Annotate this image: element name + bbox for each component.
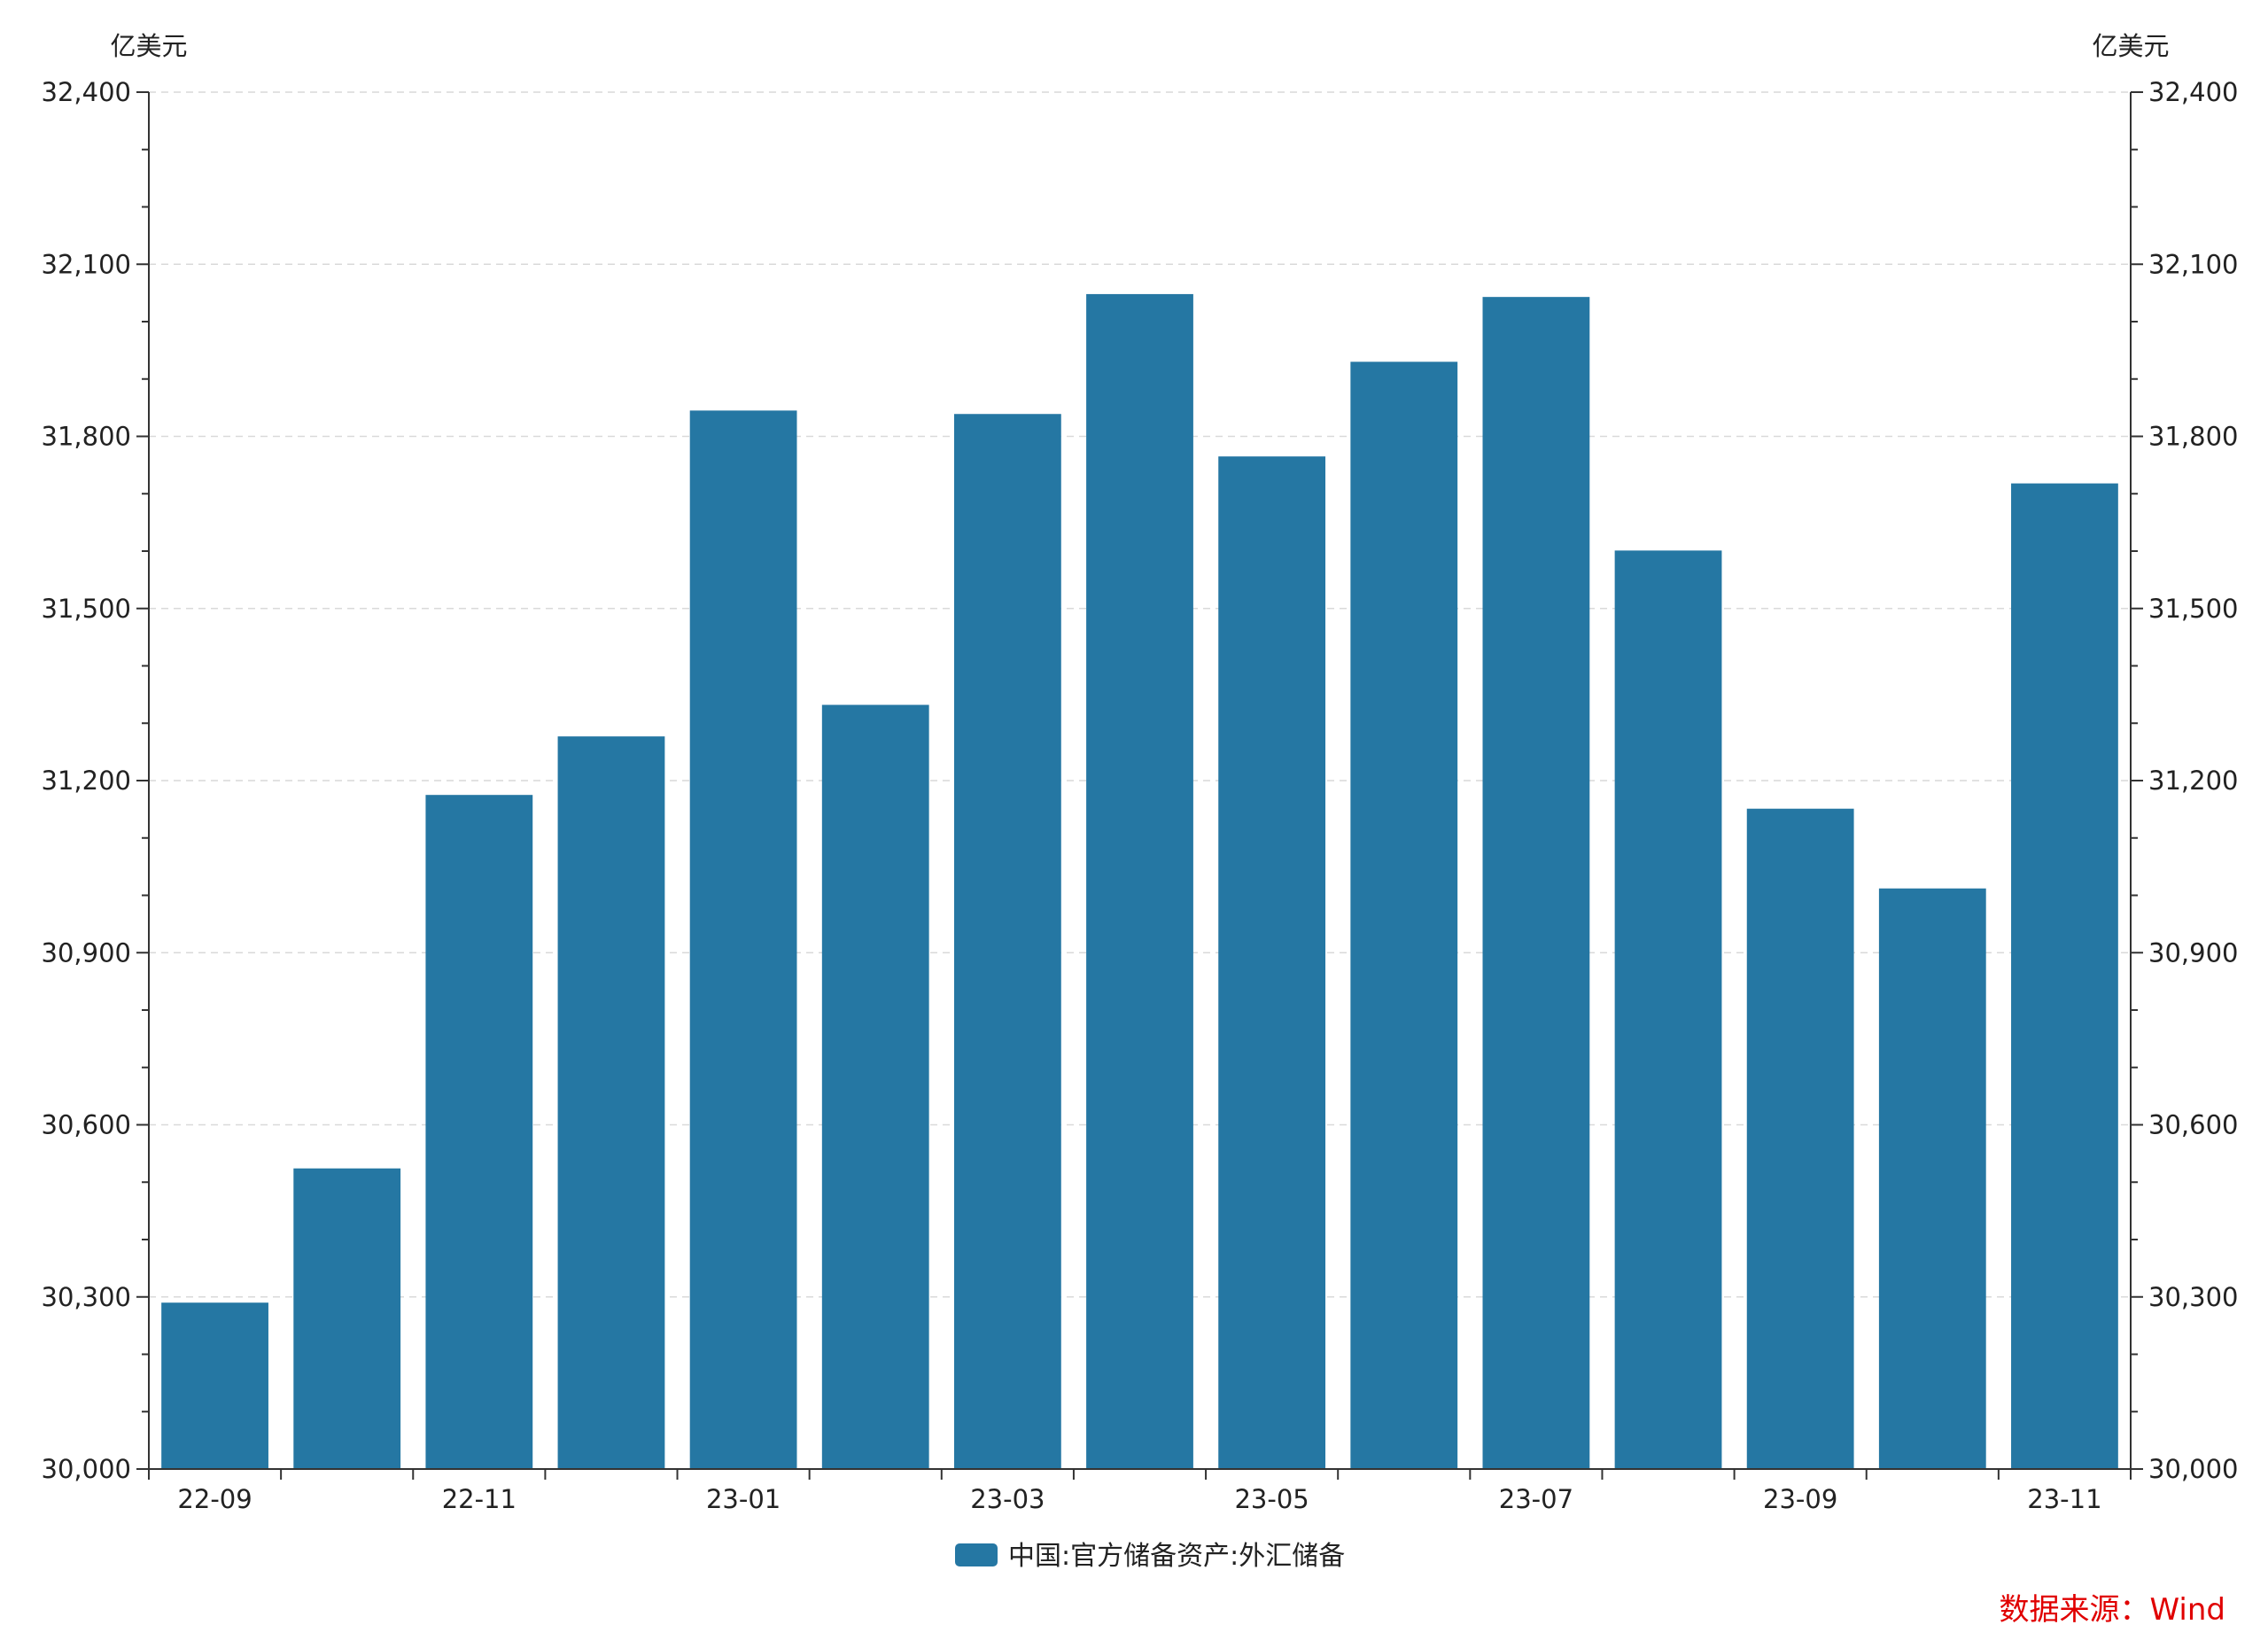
y-tick-label-right: 30,900 bbox=[2148, 937, 2238, 968]
y-tick-label-right: 32,400 bbox=[2148, 77, 2238, 107]
bar-23-10[interactable] bbox=[1878, 888, 1986, 1469]
right-y-unit-label: 亿美元 bbox=[2092, 31, 2169, 61]
bar-23-06[interactable] bbox=[1350, 361, 1458, 1470]
y-tick-label-right: 30,000 bbox=[2148, 1454, 2238, 1484]
bar-23-09[interactable] bbox=[1746, 808, 1854, 1469]
y-tick-label-left: 30,600 bbox=[42, 1110, 131, 1140]
bar-23-04[interactable] bbox=[1086, 293, 1193, 1469]
y-tick-label-left: 30,300 bbox=[42, 1282, 131, 1312]
y-tick-label-left: 31,500 bbox=[42, 594, 131, 624]
y-tick-label-left: 30,900 bbox=[42, 937, 131, 968]
bar-22-09[interactable] bbox=[161, 1302, 268, 1469]
y-tick-label-right: 31,200 bbox=[2148, 766, 2238, 796]
axis-ticks bbox=[136, 91, 2143, 1480]
y-tick-label-left: 30,000 bbox=[42, 1454, 131, 1484]
y-tick-label-right: 30,600 bbox=[2148, 1110, 2238, 1140]
bar-22-10[interactable] bbox=[293, 1168, 401, 1469]
legend-swatch bbox=[955, 1543, 998, 1566]
bar-23-08[interactable] bbox=[1614, 550, 1722, 1469]
y-tick-label-right: 30,300 bbox=[2148, 1282, 2238, 1312]
bar-23-11[interactable] bbox=[2011, 483, 2118, 1469]
y-tick-label-right: 31,800 bbox=[2148, 422, 2238, 452]
left-y-unit-label: 亿美元 bbox=[110, 31, 187, 61]
y-tick-label-left: 32,100 bbox=[42, 249, 131, 279]
y-tick-label-left: 31,800 bbox=[42, 422, 131, 452]
bar-23-01[interactable] bbox=[689, 410, 797, 1469]
bar-22-11[interactable] bbox=[425, 795, 533, 1469]
legend[interactable]: 中国:官方储备资产:外汇储备 bbox=[955, 1541, 1345, 1572]
x-tick-label: 23-09 bbox=[1763, 1484, 1837, 1514]
x-tick-label: 22-11 bbox=[442, 1484, 517, 1514]
x-tick-label: 22-09 bbox=[177, 1484, 252, 1514]
y-tick-label-left: 31,200 bbox=[42, 766, 131, 796]
bar-23-03[interactable] bbox=[953, 414, 1061, 1469]
bar-22-12[interactable] bbox=[557, 736, 665, 1469]
data-source-note: 数据来源：Wind bbox=[2000, 1592, 2225, 1628]
x-tick-label: 23-07 bbox=[1499, 1484, 1573, 1514]
legend-label: 中国:官方储备资产:外汇储备 bbox=[1008, 1541, 1345, 1572]
bars bbox=[161, 293, 2118, 1470]
x-tick-label: 23-05 bbox=[1234, 1484, 1309, 1514]
x-tick-label: 23-03 bbox=[970, 1484, 1045, 1514]
axis-labels: 30,000 30,000 30,300 30,300 30,600 30,600 30,9… bbox=[42, 77, 2239, 1514]
y-tick-label-left: 32,400 bbox=[42, 77, 131, 107]
y-tick-label-right: 32,100 bbox=[2148, 249, 2238, 279]
y-tick-label-right: 31,500 bbox=[2148, 594, 2238, 624]
bar-23-02[interactable] bbox=[821, 704, 929, 1469]
bar-23-07[interactable] bbox=[1482, 297, 1590, 1470]
x-tick-label: 23-01 bbox=[706, 1484, 781, 1514]
x-tick-label: 23-11 bbox=[2027, 1484, 2101, 1514]
bar-23-05[interactable] bbox=[1218, 456, 1326, 1469]
